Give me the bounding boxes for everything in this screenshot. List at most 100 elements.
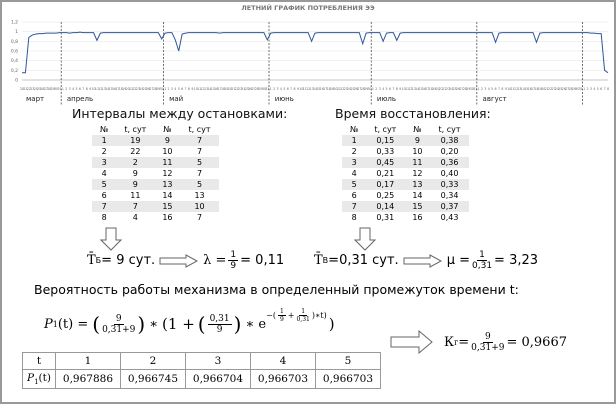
x-tick-label: 24 — [555, 87, 559, 91]
cell: 0,36 — [430, 157, 469, 168]
x-tick-label: 21 — [129, 87, 133, 91]
x-tick-label: 27 — [357, 87, 361, 91]
x-tick-label: 16 — [320, 87, 324, 91]
text: = 3,23 — [494, 253, 539, 268]
x-tick-label: 19 — [432, 87, 436, 91]
row: 6 0,25 14 0,34 — [342, 190, 469, 201]
text: P — [27, 372, 35, 384]
x-tick-label: 14 — [521, 87, 525, 91]
x-tick-label: 30 — [367, 87, 371, 91]
den: 0,31 — [472, 261, 493, 271]
fraction: 1 0,31 — [296, 308, 309, 323]
x-tick-label: 18 — [534, 87, 538, 91]
cell: 16 — [162, 213, 173, 222]
cell: 10 — [412, 147, 423, 156]
x-tick-label: 30 — [575, 87, 579, 91]
row: 1 19 9 7 — [92, 135, 219, 146]
cell: 2 — [116, 157, 155, 168]
x-tick-label: 27 — [459, 87, 463, 91]
month-label: июль — [377, 95, 396, 103]
y-tick-label: 0,4 — [11, 58, 18, 64]
x-tick-label: 17 — [425, 87, 429, 91]
y-tick-label: 0 — [15, 78, 18, 84]
symbol: T̄ — [314, 253, 323, 268]
row: 6 11 14 13 — [92, 190, 219, 201]
header-cell: № — [413, 125, 422, 134]
x-tick-label: 15 — [211, 87, 215, 91]
cell: 15 — [404, 201, 431, 212]
x-tick-label: 9 — [297, 87, 299, 91]
x-tick-label: 22 — [548, 87, 552, 91]
x-tick-label: 24 — [241, 87, 245, 91]
x-tick-label: 2 — [273, 87, 275, 91]
x-tick-label: 27 — [252, 87, 256, 91]
line — [22, 31, 609, 74]
cell: 2 — [101, 147, 107, 156]
x-tick-label: 19 — [224, 87, 228, 91]
row: 3 0,45 11 0,36 — [342, 157, 469, 168]
cell: 0,21 — [376, 169, 395, 178]
x-tick-label: 10 — [92, 87, 96, 91]
row: 2 0,33 10 0,20 — [342, 146, 469, 157]
y-tick-label: 0,8 — [11, 39, 18, 45]
x-tick-label: 15 — [524, 87, 528, 91]
x-tick-label: 19 — [330, 87, 334, 91]
x-tick-label: 23 — [136, 87, 140, 91]
x-tick-label: 14 — [313, 87, 317, 91]
cell: 15 — [154, 201, 181, 212]
x-tick-label: 22 — [27, 87, 31, 91]
cell: 11 — [404, 157, 431, 168]
y-tick-label: 0,6 — [11, 49, 18, 55]
probability-text: Вероятность работы механизма в определен… — [34, 282, 519, 297]
cell: 11 — [130, 191, 141, 200]
x-tick-label: 23 — [30, 87, 34, 91]
row: 7 0,14 15 0,37 — [342, 201, 469, 212]
x-tick-label: 15 — [316, 87, 320, 91]
cell: 0,37 — [430, 201, 469, 212]
x-tick-label: 22 — [340, 87, 344, 91]
cell: 0,33 — [430, 179, 469, 190]
x-tick-label: 28 — [47, 87, 51, 91]
num: 0,31 — [207, 313, 232, 325]
y-tick-label: 1,2 — [11, 20, 18, 26]
cell: 10 — [162, 147, 173, 156]
text: ( — [197, 312, 206, 336]
cell: 7 — [196, 213, 203, 222]
x-tick-label: 17 — [531, 87, 535, 91]
x-tick-label: 5 — [75, 87, 77, 91]
x-tick-label: 10 — [507, 87, 511, 91]
x-tick-label: 11 — [511, 87, 515, 91]
cell: 14 — [412, 191, 423, 200]
x-tick-label: 29 — [258, 87, 262, 91]
subscript: г — [454, 338, 459, 347]
cell: 0,15 — [366, 135, 405, 146]
x-tick-label: 14 — [415, 87, 419, 91]
fraction: 9 0,31+9 — [471, 332, 504, 353]
x-tick-label: 30 — [54, 87, 58, 91]
row: P1(t) 0,967886 0,966745 0,966704 0,966703 0,9… — [22, 368, 381, 390]
cell: 7 — [92, 201, 117, 212]
x-tick-label: 7 — [185, 87, 187, 91]
y-tick-label: 1 — [15, 29, 18, 35]
x-tick-label: 2 — [167, 87, 169, 91]
x-tick-label: 4 — [593, 87, 595, 91]
x-tick-label: 3 — [590, 87, 592, 91]
x-tick-label: 25 — [558, 87, 562, 91]
x-tick-label: 14 — [105, 87, 109, 91]
cell: 7 — [116, 201, 155, 212]
x-tick-label: 5 — [178, 87, 180, 91]
x-tick-label: 23 — [551, 87, 555, 91]
text: =0,31 сут. — [328, 253, 399, 268]
header-cell: 4 — [249, 352, 316, 370]
x-tick-label: 26 — [456, 87, 460, 91]
cell: 14 — [162, 191, 173, 200]
cell: 6 — [351, 191, 357, 200]
x-tick-label: 12 — [98, 87, 102, 91]
x-tick-label: 10 — [299, 87, 303, 91]
den: 9 — [279, 315, 284, 323]
cell: 11 — [154, 157, 181, 168]
num: 9 — [482, 332, 493, 343]
den: 9 — [230, 261, 237, 271]
cell: 9 — [116, 179, 155, 190]
